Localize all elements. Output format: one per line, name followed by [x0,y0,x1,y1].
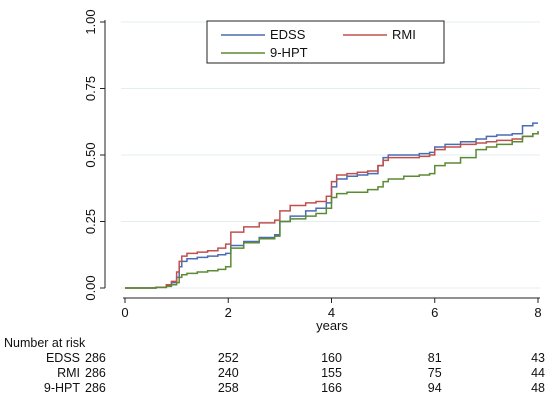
risk-row-label: 9-HPT [44,381,80,395]
y-tick-label: 0.25 [83,209,98,234]
risk-value: 75 [428,366,442,380]
risk-value: 166 [321,381,342,395]
risk-value: 94 [428,381,442,395]
risk-value: 286 [85,351,106,365]
x-tick-label: 8 [534,305,541,320]
x-tick-label: 0 [121,305,128,320]
y-tick-label: 1.00 [83,9,98,34]
risk-value: 155 [321,366,342,380]
risk-row-label: RMI [57,366,80,380]
x-tick-label: 2 [225,305,232,320]
risk-table: Number at risk EDSS 286 252 160 81 43 RMI 286 24… [4,336,545,395]
series-line-rmi [125,132,539,289]
risk-value: 81 [428,351,442,365]
y-tick-label: 0.00 [83,275,98,300]
risk-value: 258 [218,381,239,395]
x-tick-label: 6 [431,305,438,320]
x-axis-title: years [316,318,348,333]
series-lines [125,122,539,289]
legend-label-edss: EDSS [270,27,306,42]
series-line-9hpt [125,131,539,289]
y-ticks: 0.00 0.25 0.50 0.75 1.00 [83,9,105,301]
risk-value: 286 [85,381,106,395]
legend-label-rmi: RMI [392,27,416,42]
y-tick-label: 0.75 [83,76,98,101]
legend-box [206,20,445,64]
legend: EDSS RMI 9-HPT [206,20,445,64]
x-tick-label: 4 [328,305,335,320]
y-tick-label: 0.50 [83,142,98,167]
risk-value: 286 [85,366,106,380]
risk-value: 44 [531,366,545,380]
series-line-edss [125,122,538,289]
risk-row-label: EDSS [46,351,80,365]
risk-value: 160 [321,351,342,365]
risk-value: 48 [531,381,545,395]
x-ticks: 0 2 4 6 8 [121,298,542,320]
risk-table-rows: EDSS 286 252 160 81 43 RMI 286 240 155 75 44 9-HPT 28… [44,351,545,395]
risk-table-title: Number at risk [4,336,86,350]
risk-value: 252 [218,351,239,365]
legend-label-9hpt: 9-HPT [270,45,308,60]
risk-value: 240 [218,366,239,380]
risk-value: 43 [531,351,545,365]
